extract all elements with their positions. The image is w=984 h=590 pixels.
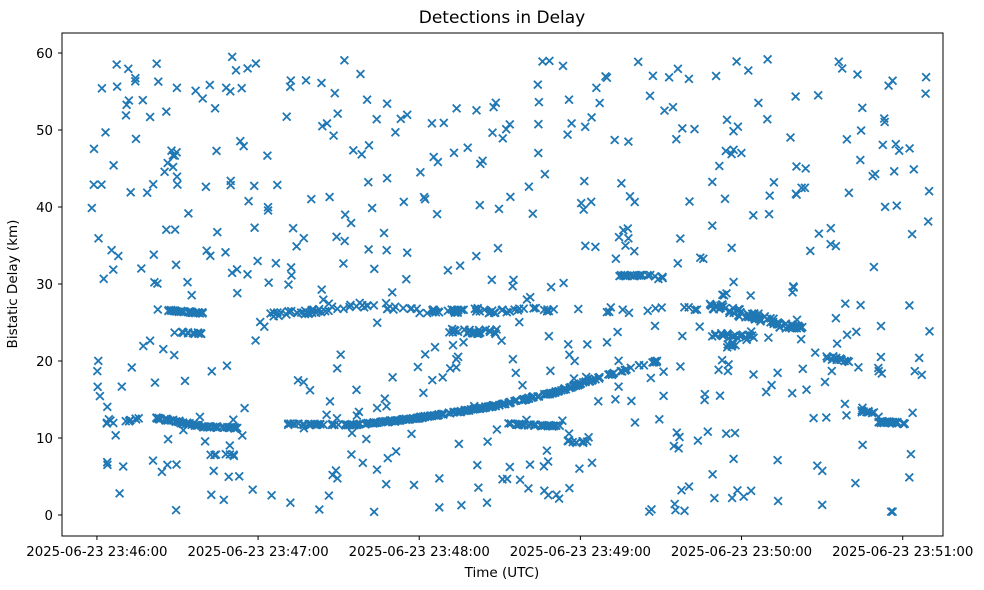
y-tick-label: 0 bbox=[45, 509, 53, 524]
scatter-markers bbox=[87, 52, 935, 517]
y-tick-label: 30 bbox=[36, 278, 53, 293]
x-tick-label: 2025-06-23 23:47:00 bbox=[187, 545, 328, 560]
axes-frame bbox=[61, 32, 944, 537]
x-tick-label: 2025-06-23 23:48:00 bbox=[349, 545, 490, 560]
x-tick-label: 2025-06-23 23:50:00 bbox=[671, 545, 812, 560]
y-tick-label: 60 bbox=[36, 47, 53, 62]
x-tick-label: 2025-06-23 23:51:00 bbox=[832, 545, 973, 560]
chart-title: Detections in Delay bbox=[419, 8, 586, 28]
y-tick-label: 50 bbox=[36, 124, 53, 139]
y-tick-label: 40 bbox=[36, 201, 53, 216]
y-axis-ticks: 0 10 20 30 40 50 60 bbox=[36, 47, 62, 524]
x-tick-label: 2025-06-23 23:46:00 bbox=[26, 545, 167, 560]
y-tick-label: 20 bbox=[36, 355, 53, 370]
x-axis-ticks: 2025-06-23 23:46:00 2025-06-23 23:47:00 20… bbox=[26, 536, 973, 560]
x-axis-label: Time (UTC) bbox=[464, 565, 540, 581]
y-tick-label: 10 bbox=[36, 432, 53, 447]
y-axis-label: Bistatic Delay (km) bbox=[5, 220, 21, 349]
x-tick-label: 2025-06-23 23:49:00 bbox=[510, 545, 651, 560]
